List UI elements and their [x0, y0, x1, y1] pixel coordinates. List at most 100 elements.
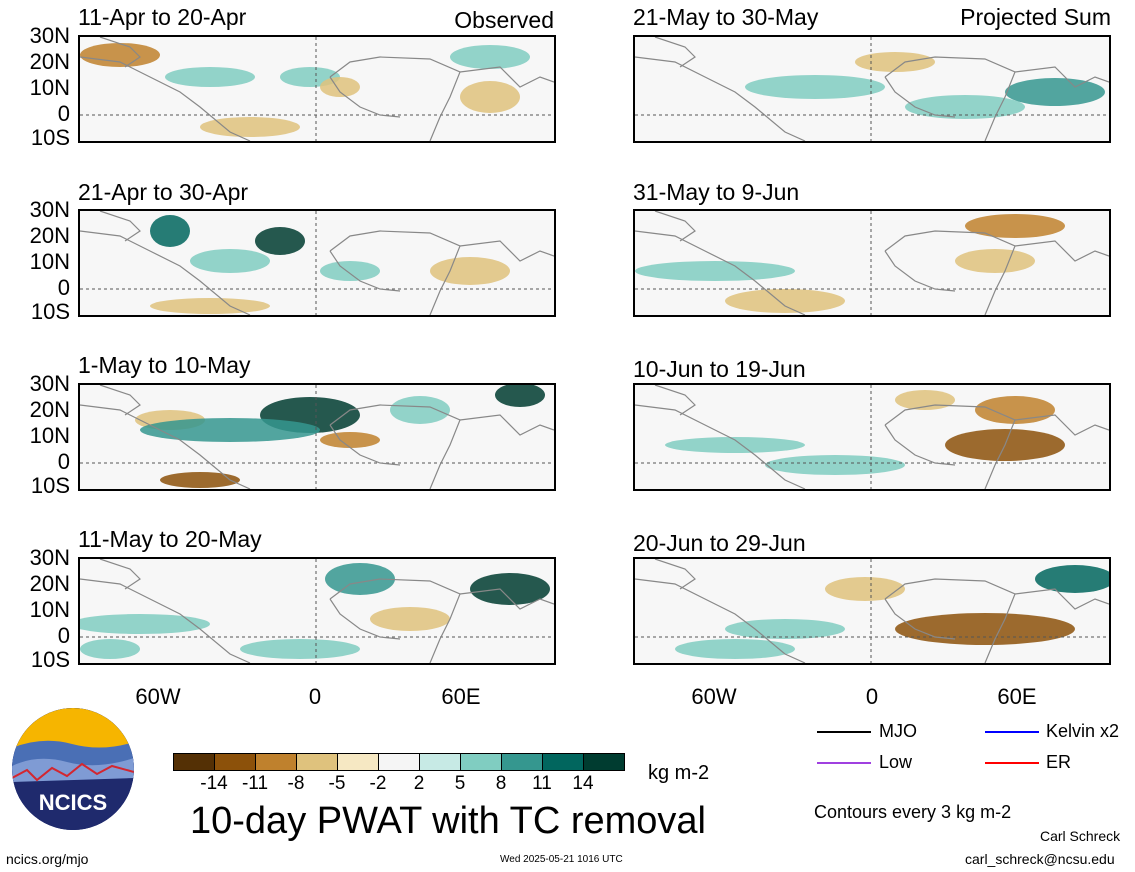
coastline: [884, 598, 956, 640]
colorbar-label: -8: [287, 773, 305, 794]
anomaly-shade: [1005, 78, 1105, 106]
footer-timestamp: Wed 2025-05-21 1016 UTC: [500, 854, 623, 865]
lat-label: 30N: [29, 371, 70, 396]
anomaly-shade: [80, 614, 210, 634]
coastline: [635, 230, 806, 315]
lon-label: 0: [865, 684, 879, 709]
coastline: [1014, 240, 1109, 262]
coastline: [99, 385, 141, 416]
colorbar-swatch: [583, 753, 625, 771]
coastline: [329, 424, 401, 466]
colorbar-label: -5: [328, 773, 346, 794]
anomaly-shade: [470, 573, 550, 605]
ncics-logo: NCICS: [12, 708, 134, 830]
panel-title: 11-Apr to 20-Apr: [78, 4, 247, 30]
coastline: [99, 37, 141, 68]
coastline: [1014, 66, 1109, 88]
lat-label: 0: [57, 275, 70, 300]
coastline: [80, 230, 251, 315]
panel-title: 10-Jun to 19-Jun: [633, 356, 806, 382]
panel-title: 11-May to 20-May: [78, 526, 262, 552]
footer-url[interactable]: ncics.org/mjo: [6, 851, 89, 867]
lon-label: 60E: [441, 684, 481, 709]
colorbar-label: -2: [369, 773, 387, 794]
anomaly-shade: [675, 639, 795, 659]
lat-label: 10S: [30, 473, 70, 498]
lat-label: 30N: [29, 23, 70, 48]
anomaly-shade: [255, 227, 305, 255]
anomaly-shade: [325, 563, 395, 595]
lat-label: 0: [57, 623, 70, 648]
map-panel: [633, 383, 1111, 491]
anomaly-shade: [725, 619, 845, 639]
colorbar-swatch: [542, 753, 584, 771]
coastline: [329, 230, 461, 315]
lat-label: 10S: [30, 299, 70, 324]
anomaly-shade: [965, 214, 1065, 238]
panel-tag: Observed: [454, 7, 554, 33]
legend-label-er: ER: [1046, 752, 1072, 772]
coastline: [329, 578, 461, 663]
anomaly-shade: [140, 418, 320, 442]
coastline: [329, 56, 461, 141]
legend-label-kelvin: Kelvin x2: [1046, 721, 1120, 741]
anomaly-shade: [160, 472, 240, 488]
anomaly-shade: [320, 77, 360, 97]
anomaly-shade: [745, 75, 885, 99]
coastline: [654, 37, 696, 68]
lat-label: 0: [57, 101, 70, 126]
panel-title: 21-Apr to 30-Apr: [78, 179, 249, 205]
lat-label: 20N: [29, 571, 70, 596]
colorbar-swatch: [419, 753, 461, 771]
anomaly-shade: [190, 249, 270, 273]
anomaly-shade: [905, 95, 1025, 119]
coastline: [459, 66, 554, 88]
lon-label: 60E: [997, 684, 1037, 709]
lat-label: 10N: [29, 423, 70, 448]
lon-label: 0: [308, 684, 322, 709]
legend-label-mjo: MJO: [879, 721, 917, 741]
lat-label: 20N: [29, 223, 70, 248]
anomaly-shade: [80, 639, 140, 659]
coastline: [884, 578, 1016, 663]
footer-email[interactable]: carl_schreck@ncsu.edu: [965, 851, 1115, 867]
anomaly-shade: [165, 67, 255, 87]
colorbar-swatch: [378, 753, 420, 771]
coastline: [459, 240, 554, 262]
anomaly-shade: [390, 396, 450, 424]
map-panel: [633, 557, 1111, 665]
legend-line-er: [985, 762, 1039, 764]
anomaly-shade: [200, 117, 300, 137]
legend-line-mjo: [817, 731, 871, 733]
coastline: [459, 414, 554, 436]
anomaly-shade: [80, 43, 160, 67]
anomaly-shade: [495, 385, 545, 407]
anomaly-shade: [765, 455, 905, 475]
anomaly-shade: [895, 613, 1075, 645]
anomaly-shade: [460, 81, 520, 113]
coastline: [654, 385, 696, 416]
anomaly-shade: [665, 437, 805, 453]
map-panel: [78, 557, 556, 665]
legend-line-low: [817, 762, 871, 764]
map-panel: [633, 35, 1111, 143]
coastline: [635, 56, 806, 141]
anomaly-shade: [150, 298, 270, 314]
coastline: [1014, 588, 1109, 610]
colorbar-swatch: [460, 753, 502, 771]
panel-title: 1-May to 10-May: [78, 352, 251, 378]
anomaly-shade: [1035, 565, 1109, 593]
colorbar-label: 5: [454, 773, 466, 794]
anomaly-shade: [320, 261, 380, 281]
coastline: [635, 404, 806, 489]
lat-label: 30N: [29, 197, 70, 222]
anomaly-shade: [430, 257, 510, 285]
lat-label: 10N: [29, 249, 70, 274]
coastline: [884, 250, 956, 292]
anomaly-shade: [150, 215, 190, 247]
anomaly-shade: [450, 45, 530, 69]
legend-line-kelvin: [985, 731, 1039, 733]
colorbar-swatch: [337, 753, 379, 771]
lon-label: 60W: [691, 684, 737, 709]
colorbar-swatch: [214, 753, 256, 771]
